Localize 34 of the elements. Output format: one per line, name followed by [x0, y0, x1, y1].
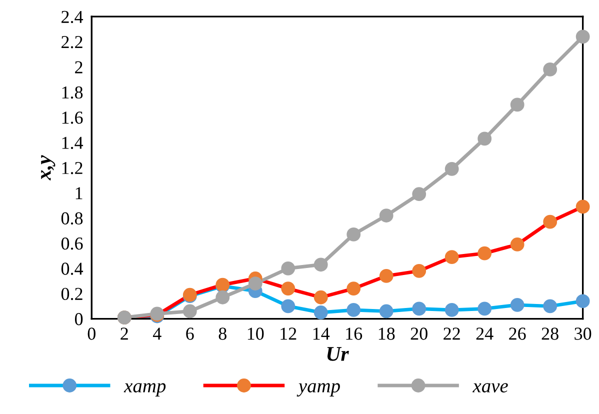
x-tick-label: 12 — [280, 328, 296, 340]
y-tick-label: 1.6 — [62, 112, 83, 124]
y-tick-label: 0 — [74, 313, 83, 326]
x-tick-label: 0 — [88, 328, 96, 340]
x-tick-label: 28 — [542, 328, 558, 340]
x-tick-label: 6 — [186, 328, 194, 340]
y-tick-label: 1.4 — [62, 136, 84, 150]
legend-label: yamp — [296, 383, 340, 396]
x-tick-label: 18 — [378, 328, 395, 340]
x-tick-label: 16 — [346, 328, 362, 340]
x-tick-label: 4 — [152, 328, 162, 340]
x-tick-label: 2 — [120, 328, 128, 340]
y-tick-label: 2.4 — [62, 10, 84, 24]
y-tick-label: 1 — [76, 187, 82, 200]
y-tick-label: 0.2 — [61, 288, 82, 300]
y-tick-label: 0.6 — [61, 237, 83, 250]
y-tick-label: 0.4 — [61, 262, 84, 275]
x-tick-label: 30 — [574, 328, 592, 340]
legend-label: xave — [472, 383, 508, 393]
y-axis-title: x,y — [41, 155, 56, 180]
legend-label: xamp — [124, 383, 166, 396]
x-tick-label: 20 — [410, 328, 428, 340]
y-tick-label: 1.2 — [62, 162, 82, 174]
x-tick-label: 10 — [248, 328, 264, 340]
x-tick-label: 24 — [476, 328, 494, 340]
x-axis-title: Ur — [327, 347, 349, 361]
x-tick-label: 26 — [509, 328, 526, 340]
y-tick-label: 2 — [75, 61, 82, 74]
x-tick-label: 14 — [313, 328, 330, 340]
y-tick-label: 1.8 — [62, 86, 83, 99]
x-tick-label: 8 — [218, 328, 226, 340]
y-tick-label: 0.8 — [61, 212, 83, 225]
x-tick-label: 22 — [444, 328, 460, 340]
y-tick-label: 2.2 — [62, 36, 82, 48]
